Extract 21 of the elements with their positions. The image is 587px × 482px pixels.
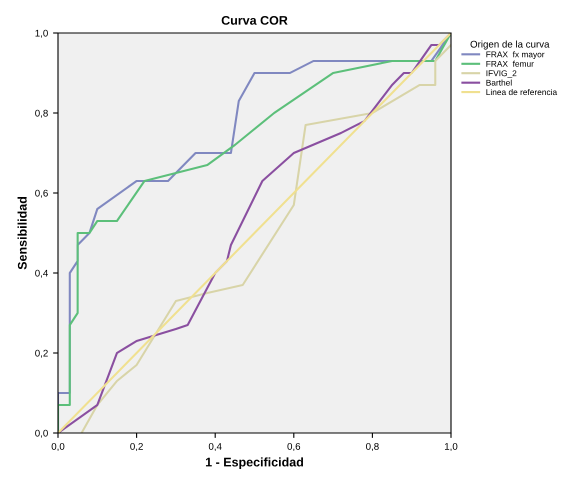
legend-label: IFVIG_2 — [486, 70, 516, 78]
y-tick-label: 0,0 — [35, 430, 48, 438]
x-tick-label: 0,8 — [366, 442, 379, 452]
x-tick-label: 0,4 — [208, 442, 222, 452]
legend-label: FRAX fx mayor — [486, 51, 544, 59]
x-tick-label: 0,2 — [130, 442, 143, 452]
legend-label: Linea de referencia — [486, 88, 558, 96]
y-tick-label: 1,0 — [36, 30, 48, 38]
legend-label: FRAX femur — [486, 60, 534, 67]
x-axis-title: 1 - Especificidad — [206, 457, 304, 469]
y-axis-title: Sensibilidad — [18, 197, 27, 270]
y-tick-label: 0,4 — [35, 270, 48, 278]
x-tick-label: 0,6 — [287, 442, 300, 452]
y-tick-label: 0,8 — [35, 110, 48, 118]
y-tick-label: 0,6 — [35, 190, 48, 198]
x-tick-label: 0,0 — [52, 442, 64, 452]
y-tick-label: 0,2 — [35, 350, 48, 358]
legend-label: Barthel — [486, 80, 512, 86]
legend-title: Origen de la curva — [470, 40, 550, 50]
chart-title: Curva COR — [222, 16, 288, 25]
x-tick-label: 1,0 — [444, 442, 458, 452]
